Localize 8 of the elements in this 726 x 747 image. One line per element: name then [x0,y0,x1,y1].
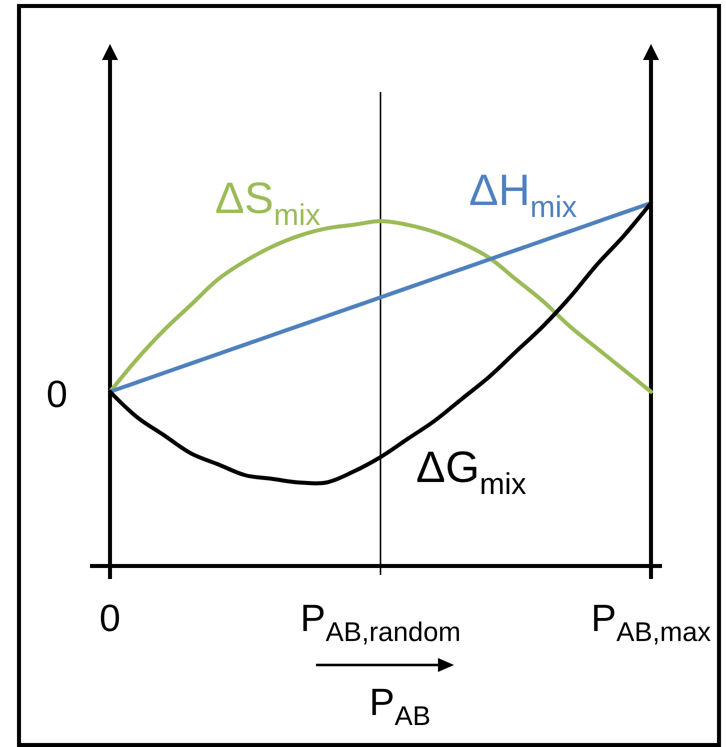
series-label: ΔS$_{mix}$ [215,174,320,232]
x-tick-label: P$_{AB,random}$ [300,598,461,648]
series-label: ΔH$_{mix}$ [469,166,577,224]
text: 0 [46,374,68,416]
x-tick-label: 0 [99,598,121,640]
x-tick-label: P$_{AB,max}$ [591,598,712,648]
series-label: ΔG$_{mix}$ [416,443,526,501]
x-axis-title: P$_{AB}$ [369,682,431,732]
